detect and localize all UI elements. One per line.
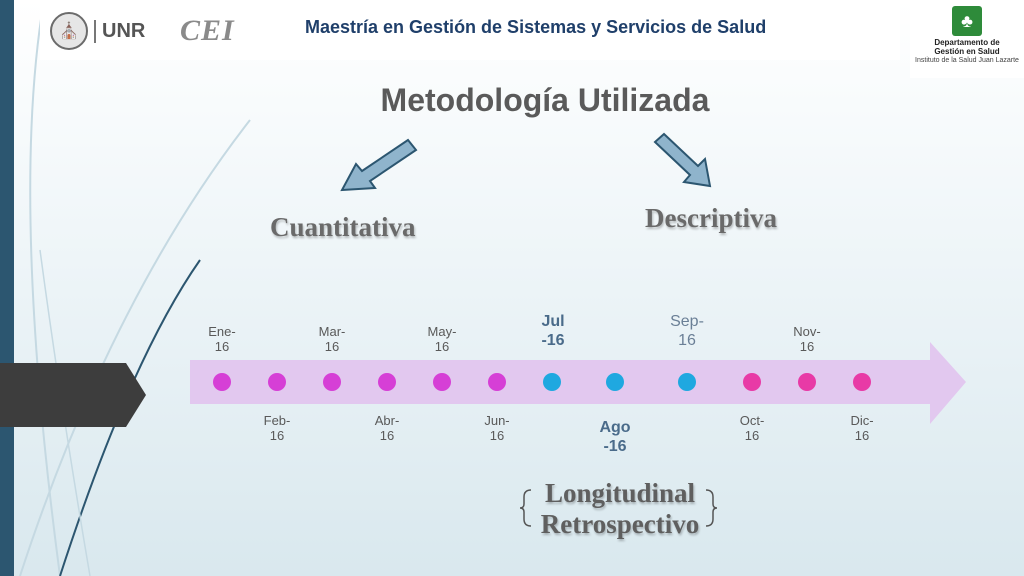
label-line: Ene- bbox=[208, 324, 236, 339]
arrow-down-left-icon bbox=[340, 138, 418, 192]
timeline-label-mar: Mar- 16 bbox=[307, 324, 357, 354]
label-line: -16 bbox=[541, 332, 565, 349]
label-line: Abr- bbox=[374, 413, 400, 428]
label-line: Mar- bbox=[318, 324, 346, 339]
seal-icon: ⛪ bbox=[50, 12, 88, 50]
study-type-block: Longitudinal Retrospectivo bbox=[520, 478, 720, 540]
arrow-down-right-icon bbox=[653, 132, 712, 188]
cei-logo: CEI bbox=[180, 14, 235, 47]
month-dot-ago bbox=[606, 373, 624, 391]
slide-title: Metodología Utilizada bbox=[380, 82, 710, 118]
label-line: Jul bbox=[541, 313, 565, 330]
label-line: 16 bbox=[678, 332, 696, 349]
tab-shape bbox=[0, 363, 146, 427]
label-line: Ago bbox=[599, 419, 631, 436]
label-line: 16 bbox=[324, 339, 340, 354]
month-dot-nov bbox=[798, 373, 816, 391]
label-line: Sep- bbox=[670, 313, 704, 330]
label-line: 16 bbox=[379, 428, 395, 443]
timeline-label-sep: Sep- 16 bbox=[661, 312, 713, 350]
label-line: 16 bbox=[434, 339, 450, 354]
dept-logo-line2: Gestión en Salud bbox=[934, 47, 1000, 56]
label-line: 16 bbox=[854, 428, 870, 443]
month-dot-ene bbox=[213, 373, 231, 391]
month-dot-jun bbox=[488, 373, 506, 391]
timeline-label-may: May- 16 bbox=[417, 324, 467, 354]
label-line: Feb- bbox=[263, 413, 291, 428]
month-dot-may bbox=[433, 373, 451, 391]
timeline-label-ene: Ene- 16 bbox=[197, 324, 247, 354]
timeline-arrow bbox=[190, 342, 966, 424]
timeline-label-jun: Jun- 16 bbox=[472, 413, 522, 443]
left-brace-icon bbox=[519, 489, 532, 527]
month-dot-oct bbox=[743, 373, 761, 391]
month-dot-dic bbox=[853, 373, 871, 391]
timeline-label-feb: Feb- 16 bbox=[252, 413, 302, 443]
label-line: May- bbox=[427, 324, 457, 339]
descriptiva-label: Descriptiva bbox=[645, 203, 777, 233]
timeline-label-oct: Oct- 16 bbox=[727, 413, 777, 443]
label-line: 16 bbox=[799, 339, 815, 354]
label-line: Dic- bbox=[850, 413, 874, 428]
month-dot-mar bbox=[323, 373, 341, 391]
dept-logo-line1: Departamento de bbox=[934, 38, 1000, 47]
unr-logo: ⛪ UNR bbox=[50, 12, 150, 50]
right-brace-icon bbox=[705, 489, 718, 527]
timeline-label-nov: Nov- 16 bbox=[782, 324, 832, 354]
month-dot-abr bbox=[378, 373, 396, 391]
header-band bbox=[40, 0, 900, 60]
timeline-label-dic: Dic- 16 bbox=[837, 413, 887, 443]
label-line: 16 bbox=[214, 339, 230, 354]
header-title: Maestría en Gestión de Sistemas y Servic… bbox=[305, 17, 767, 37]
retrospectivo-label: Retrospectivo bbox=[540, 509, 700, 539]
month-dot-feb bbox=[268, 373, 286, 391]
label-line: 16 bbox=[489, 428, 505, 443]
unr-logo-text: UNR bbox=[94, 19, 145, 43]
timeline-label-abr: Abr- 16 bbox=[362, 413, 412, 443]
label-line: -16 bbox=[603, 438, 627, 455]
cuantitativa-label: Cuantitativa bbox=[270, 212, 416, 242]
left-accent-bar bbox=[0, 0, 14, 576]
label-line: Nov- bbox=[793, 324, 821, 339]
label-line: 16 bbox=[269, 428, 285, 443]
label-line: 16 bbox=[744, 428, 760, 443]
label-line: Oct- bbox=[739, 413, 765, 428]
tree-icon: ♣ bbox=[952, 6, 982, 36]
department-logo: ♣ Departamento de Gestión en Salud Insti… bbox=[910, 0, 1024, 78]
dept-logo-line3: Instituto de la Salud Juan Lazarte bbox=[915, 57, 1019, 64]
timeline-label-jul: Jul -16 bbox=[527, 312, 579, 350]
timeline-dots bbox=[213, 373, 871, 391]
label-line: Jun- bbox=[484, 413, 510, 428]
month-dot-jul bbox=[543, 373, 561, 391]
longitudinal-label: Longitudinal bbox=[544, 478, 696, 508]
month-dot-sep bbox=[678, 373, 696, 391]
timeline-label-ago: Ago -16 bbox=[589, 418, 641, 456]
